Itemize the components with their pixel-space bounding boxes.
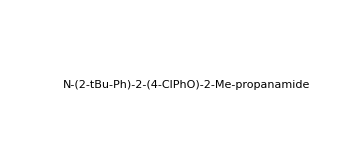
Text: N-(2-tBu-Ph)-2-(4-ClPhO)-2-Me-propanamide: N-(2-tBu-Ph)-2-(4-ClPhO)-2-Me-propanamid… <box>63 80 310 90</box>
